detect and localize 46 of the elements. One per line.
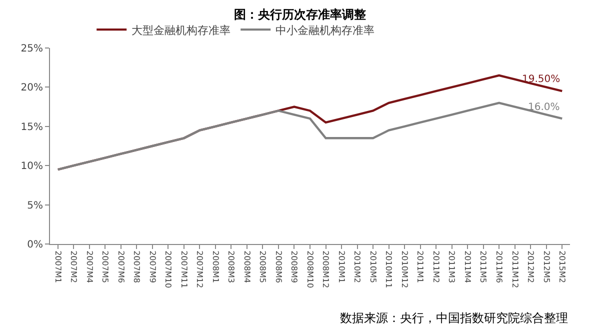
x-tick-label: 2012M2 <box>526 250 536 283</box>
x-tick-label: 2007M12 <box>195 250 204 288</box>
x-tick-label: 2011M2 <box>431 250 440 283</box>
legend-label: 大型金融机构存准率 <box>132 24 231 37</box>
x-tick-label: 2008M5 <box>258 250 268 283</box>
x-tick-label: 2010M12 <box>400 250 409 288</box>
y-tick-label: 25% <box>20 44 43 54</box>
x-tick-label: 2008M9 <box>290 250 299 283</box>
chart-title: 图：央行历次存准率调整 <box>234 7 367 22</box>
x-tick-label: 2010M11 <box>384 250 394 288</box>
x-tick-label: 2008M6 <box>274 250 283 283</box>
x-tick-label: 2010M5 <box>368 250 378 283</box>
x-tick-label: 2008M10 <box>305 250 314 288</box>
x-tick-label: 2015M2 <box>558 250 567 283</box>
x-tick-label: 2011M3 <box>447 250 456 283</box>
y-tick-label: 10% <box>20 161 43 172</box>
x-tick-label: 2011M4 <box>462 250 472 283</box>
x-tick-label: 2008M3 <box>226 250 236 283</box>
x-tick-label: 2007M8 <box>132 250 142 283</box>
x-tick-label: 2007M6 <box>116 250 126 283</box>
x-tick-label: 2007M10 <box>164 250 173 288</box>
x-tick-label: 2010M2 <box>352 250 362 283</box>
annotation: 19.50% <box>522 74 560 85</box>
y-tick-label: 15% <box>20 122 43 133</box>
x-tick-label: 2010M1 <box>336 250 346 283</box>
x-tick-label: 2007M11 <box>179 250 188 288</box>
x-tick-label: 2011M12 <box>510 250 520 288</box>
annotation: 16.0% <box>528 102 560 113</box>
x-tick-label: 2011M1 <box>416 250 425 283</box>
x-tick-label: 2012M5 <box>542 250 551 283</box>
x-tick-label: 2007M4 <box>84 250 94 283</box>
x-tick-label: 2011M6 <box>494 250 504 283</box>
y-tick-label: 20% <box>20 82 43 94</box>
y-tick-label: 0% <box>27 240 43 250</box>
x-tick-label: 2008M1 <box>210 250 220 283</box>
y-tick-label: 5% <box>27 200 43 212</box>
x-tick-label: 2011M5 <box>478 250 488 283</box>
x-tick-label: 2007M5 <box>100 250 110 283</box>
line-series <box>56 102 564 171</box>
x-tick-label: 2007M9 <box>148 250 157 283</box>
source-note: 数据来源：央行，中国指数研究院综合整理 <box>340 311 568 325</box>
x-tick-label: 2007M1 <box>53 250 62 283</box>
x-tick-label: 2008M4 <box>242 250 252 283</box>
x-tick-label: 2007M2 <box>69 250 78 283</box>
x-tick-label: 2008M12 <box>321 250 330 288</box>
legend-label: 中小金融机构存准率 <box>276 24 375 37</box>
